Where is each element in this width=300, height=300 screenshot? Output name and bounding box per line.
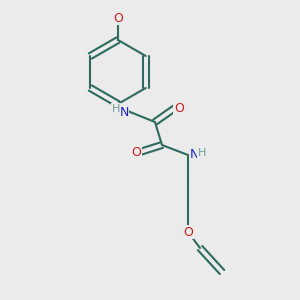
Text: O: O [131,146,141,158]
Text: O: O [183,226,193,238]
Text: H: H [112,104,120,114]
Text: O: O [174,101,184,115]
Text: H: H [198,148,206,158]
Text: N: N [189,148,199,161]
Text: O: O [113,11,123,25]
Text: N: N [119,106,129,118]
